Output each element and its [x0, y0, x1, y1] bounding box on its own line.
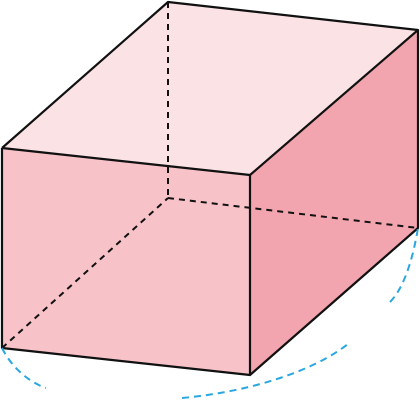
top-face	[2, 2, 418, 175]
hidden-edge-left-base	[1, 197, 169, 349]
dashed-arc-right	[389, 227, 419, 303]
hidden-edge-back-base	[167, 197, 419, 229]
visible-edges-outline	[0, 0, 420, 377]
front-face	[2, 148, 250, 375]
right-face	[250, 30, 418, 375]
dashed-arc-bottom	[181, 343, 349, 399]
dashed-arc-left	[1, 347, 47, 389]
